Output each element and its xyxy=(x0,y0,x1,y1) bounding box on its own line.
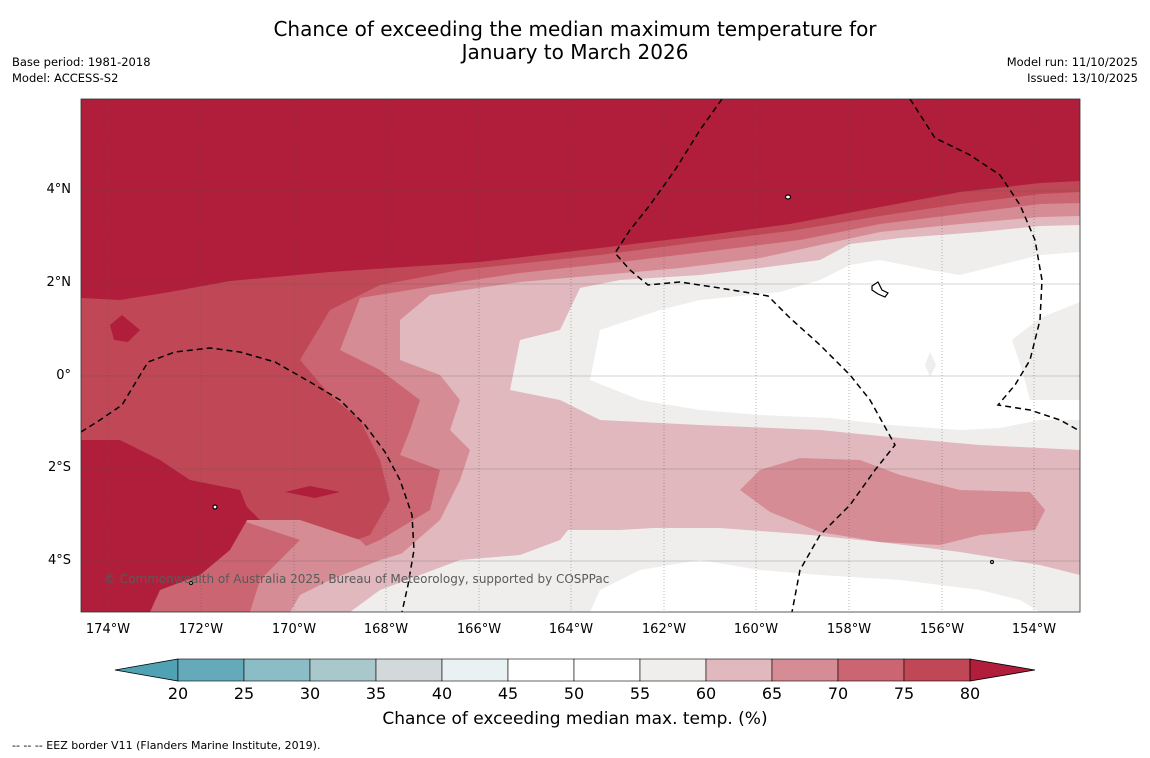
contour-50-55 xyxy=(590,252,1080,430)
lat-label-2s: 2°S xyxy=(47,460,71,475)
island-dot-3 xyxy=(989,559,995,565)
colorbar-label: Chance of exceeding median max. temp. (%… xyxy=(382,709,768,729)
map-frame xyxy=(80,98,1081,613)
colorbar-tick-60: 60 xyxy=(695,684,717,703)
colorbar-bin-40-45 xyxy=(441,658,509,682)
chart-title: Chance of exceeding the median maximum t… xyxy=(0,18,1150,64)
contour-over-80-island-patch xyxy=(110,315,140,342)
colorbar-under-arrow xyxy=(114,658,179,682)
colorbar-bin-20-25 xyxy=(177,658,245,682)
colorbar-bin-70-75 xyxy=(837,658,905,682)
eez-borders xyxy=(81,99,1079,612)
title-line-1: Chance of exceeding the median maximum t… xyxy=(273,17,877,41)
lon-label-154w: 154°W xyxy=(1011,622,1057,637)
lon-label-172w: 172°W xyxy=(178,622,224,637)
island-dot-1 xyxy=(212,504,218,510)
colorbar-tick-80: 80 xyxy=(959,684,981,703)
colorbar-tick-25: 25 xyxy=(233,684,255,703)
colorbar-bin-60-65 xyxy=(705,658,773,682)
lon-label-160w: 160°W xyxy=(733,622,779,637)
issued-date: Issued: 13/10/2025 xyxy=(1027,70,1138,85)
contour-55-60-east-patch xyxy=(1012,302,1080,400)
lon-label-162w: 162°W xyxy=(641,622,687,637)
colorbar-bin-30-35 xyxy=(309,658,377,682)
colorbar-over-arrow xyxy=(969,658,1036,682)
colorbar-tick-45: 45 xyxy=(497,684,519,703)
eez-footnote: -- -- -- EEZ border V11 (Flanders Marine… xyxy=(12,739,321,752)
metadata-right: Model run: 11/10/2025 Issued: 13/10/2025 xyxy=(1007,55,1138,86)
lon-label-158w: 158°W xyxy=(826,622,872,637)
colorbar-bin-55-60 xyxy=(639,658,707,682)
colorbar-bin-50-55 xyxy=(573,658,641,682)
contour-over-80-lower-left xyxy=(81,440,250,612)
lat-label-0: 0° xyxy=(56,368,71,383)
title-line-2: January to March 2026 xyxy=(461,40,689,64)
contour-55-60-oval xyxy=(925,352,936,377)
model-name: Model: ACCESS-S2 xyxy=(12,70,119,85)
lon-label-170w: 170°W xyxy=(271,622,317,637)
colorbar-tick-35: 35 xyxy=(365,684,387,703)
lat-label-2n: 2°N xyxy=(46,275,72,290)
lat-label-4s: 4°S xyxy=(47,553,71,568)
lat-label-4n: 4°N xyxy=(46,182,72,197)
colorbar-tick-20: 20 xyxy=(167,684,189,703)
kiritimati-island xyxy=(871,281,889,298)
base-period: Base period: 1981-2018 xyxy=(12,55,151,69)
teraina-island xyxy=(784,194,792,200)
lon-label-174w: 174°W xyxy=(85,622,131,637)
contour-over-80-speck xyxy=(285,486,340,498)
colorbar-tick-55: 55 xyxy=(629,684,651,703)
colorbar-tick-70: 70 xyxy=(827,684,849,703)
colorbar-tick-65: 65 xyxy=(761,684,783,703)
colorbar-bin-45-50 xyxy=(507,658,575,682)
contour-50-55-lower xyxy=(590,560,1040,612)
colorbar-tick-30: 30 xyxy=(299,684,321,703)
copyright-notice: © Commonwealth of Australia 2025, Bureau… xyxy=(104,572,610,586)
lon-label-156w: 156°W xyxy=(919,622,965,637)
metadata-left: Base period: 1981-2018 Model: ACCESS-S2 xyxy=(12,55,151,86)
colorbar-bin-75-80 xyxy=(903,658,971,682)
colorbar-tick-50: 50 xyxy=(563,684,585,703)
latitude-lines xyxy=(81,190,1080,562)
colorbar-bin-65-70 xyxy=(771,658,839,682)
lon-label-164w: 164°W xyxy=(548,622,594,637)
colorbar-tick-40: 40 xyxy=(431,684,453,703)
colorbar-bin-25-30 xyxy=(243,658,311,682)
lon-label-166w: 166°W xyxy=(456,622,502,637)
island-dot-2 xyxy=(188,580,194,586)
colorbar-tick-75: 75 xyxy=(893,684,915,703)
model-run: Model run: 11/10/2025 xyxy=(1006,55,1138,69)
islands xyxy=(188,194,995,586)
lon-label-168w: 168°W xyxy=(363,622,409,637)
probability-contours xyxy=(81,99,1080,612)
contour-65-70-blob xyxy=(740,458,1045,545)
colorbar-bin-35-40 xyxy=(375,658,443,682)
colorbar xyxy=(114,658,1036,682)
